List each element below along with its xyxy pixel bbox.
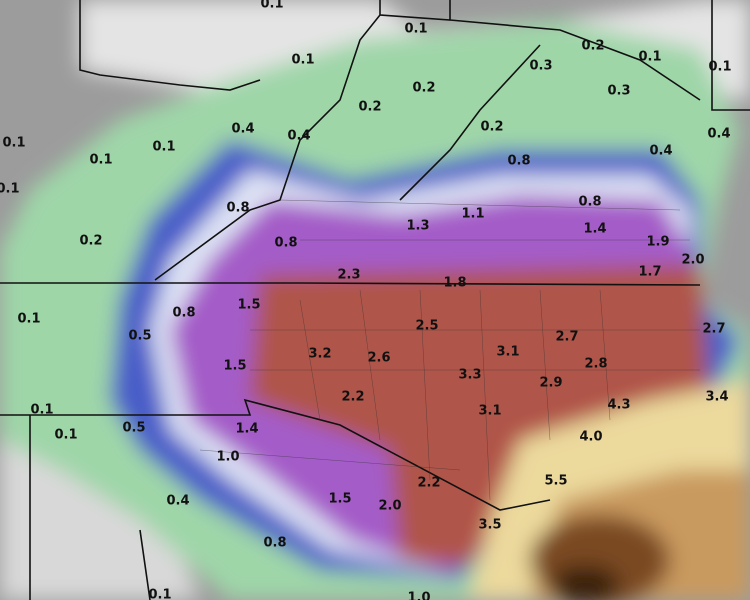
precip-label: 1.5	[237, 298, 260, 313]
precip-label: 3.2	[308, 347, 331, 362]
county-lines	[199, 199, 700, 501]
precip-label: 1.7	[638, 265, 661, 280]
precip-label: 0.4	[649, 144, 672, 159]
precip-label: 0.1	[152, 140, 175, 155]
precip-label: 0.2	[581, 39, 604, 54]
precip-label: 0.1	[708, 60, 731, 75]
precip-label: 1.4	[235, 422, 258, 437]
precip-label: 1.0	[216, 450, 239, 465]
precip-label: 0.2	[412, 81, 435, 96]
precip-label: 2.0	[681, 253, 704, 268]
precip-label: 1.8	[443, 276, 466, 291]
precip-label: 2.8	[584, 357, 607, 372]
precip-label: 0.3	[529, 59, 552, 74]
precip-label: 1.5	[223, 359, 246, 374]
precip-label: 0.4	[707, 127, 730, 142]
precip-label: 0.8	[578, 195, 601, 210]
precip-label: 0.1	[0, 182, 20, 197]
precip-label: 0.1	[291, 53, 314, 68]
precip-label: 0.1	[260, 0, 283, 12]
precip-label: 1.3	[406, 219, 429, 234]
precip-label: 0.1	[638, 50, 661, 65]
precip-label: 3.1	[478, 404, 501, 419]
precip-label: 2.7	[702, 322, 725, 337]
precip-label: 2.0	[378, 499, 401, 514]
precip-label: 0.4	[287, 129, 310, 144]
precip-label: 0.1	[89, 153, 112, 168]
precip-label: 0.1	[404, 22, 427, 37]
precip-label: 1.4	[583, 222, 606, 237]
precip-label: 2.9	[539, 376, 562, 391]
precip-label: 0.8	[263, 536, 286, 551]
precip-label: 0.4	[231, 122, 254, 137]
precip-label: 0.8	[507, 154, 530, 169]
precip-label: 0.8	[172, 306, 195, 321]
precip-label: 0.2	[79, 234, 102, 249]
precip-label: 0.1	[2, 136, 25, 151]
precip-label: 3.4	[705, 390, 728, 405]
precip-label: 4.3	[607, 398, 630, 413]
precip-label: 2.6	[367, 351, 390, 366]
precip-label: 0.4	[166, 494, 189, 509]
precip-label: 0.1	[54, 428, 77, 443]
precip-label: 2.7	[555, 330, 578, 345]
precip-label: 0.1	[148, 588, 171, 600]
precip-label: 0.3	[607, 84, 630, 99]
precip-label: 1.0	[407, 591, 430, 600]
precip-label: 0.8	[274, 236, 297, 251]
precip-label: 3.5	[478, 518, 501, 533]
precip-label: 4.0	[579, 430, 602, 445]
precip-label: 3.3	[458, 368, 481, 383]
precip-label: 0.2	[358, 100, 381, 115]
precip-label: 2.3	[337, 268, 360, 283]
precip-label: 0.2	[480, 120, 503, 135]
precip-label: 5.5	[544, 474, 567, 489]
precip-label: 0.1	[30, 403, 53, 418]
value-labels: 0.10.10.20.10.10.1 0.30.30.20.20.20.4 0.4 0…	[0, 0, 732, 600]
precip-label: 0.1	[17, 312, 40, 327]
precip-label: 1.9	[646, 235, 669, 250]
precip-label: 2.2	[341, 390, 364, 405]
precip-label: 2.5	[415, 319, 438, 334]
precip-label: 2.2	[417, 476, 440, 491]
precip-label: 0.5	[122, 421, 145, 436]
precip-label: 3.1	[496, 345, 519, 360]
precip-label: 1.5	[328, 492, 351, 507]
precip-label: 1.1	[461, 207, 484, 222]
precip-label: 0.5	[128, 329, 151, 344]
precip-label: 0.8	[226, 201, 249, 216]
